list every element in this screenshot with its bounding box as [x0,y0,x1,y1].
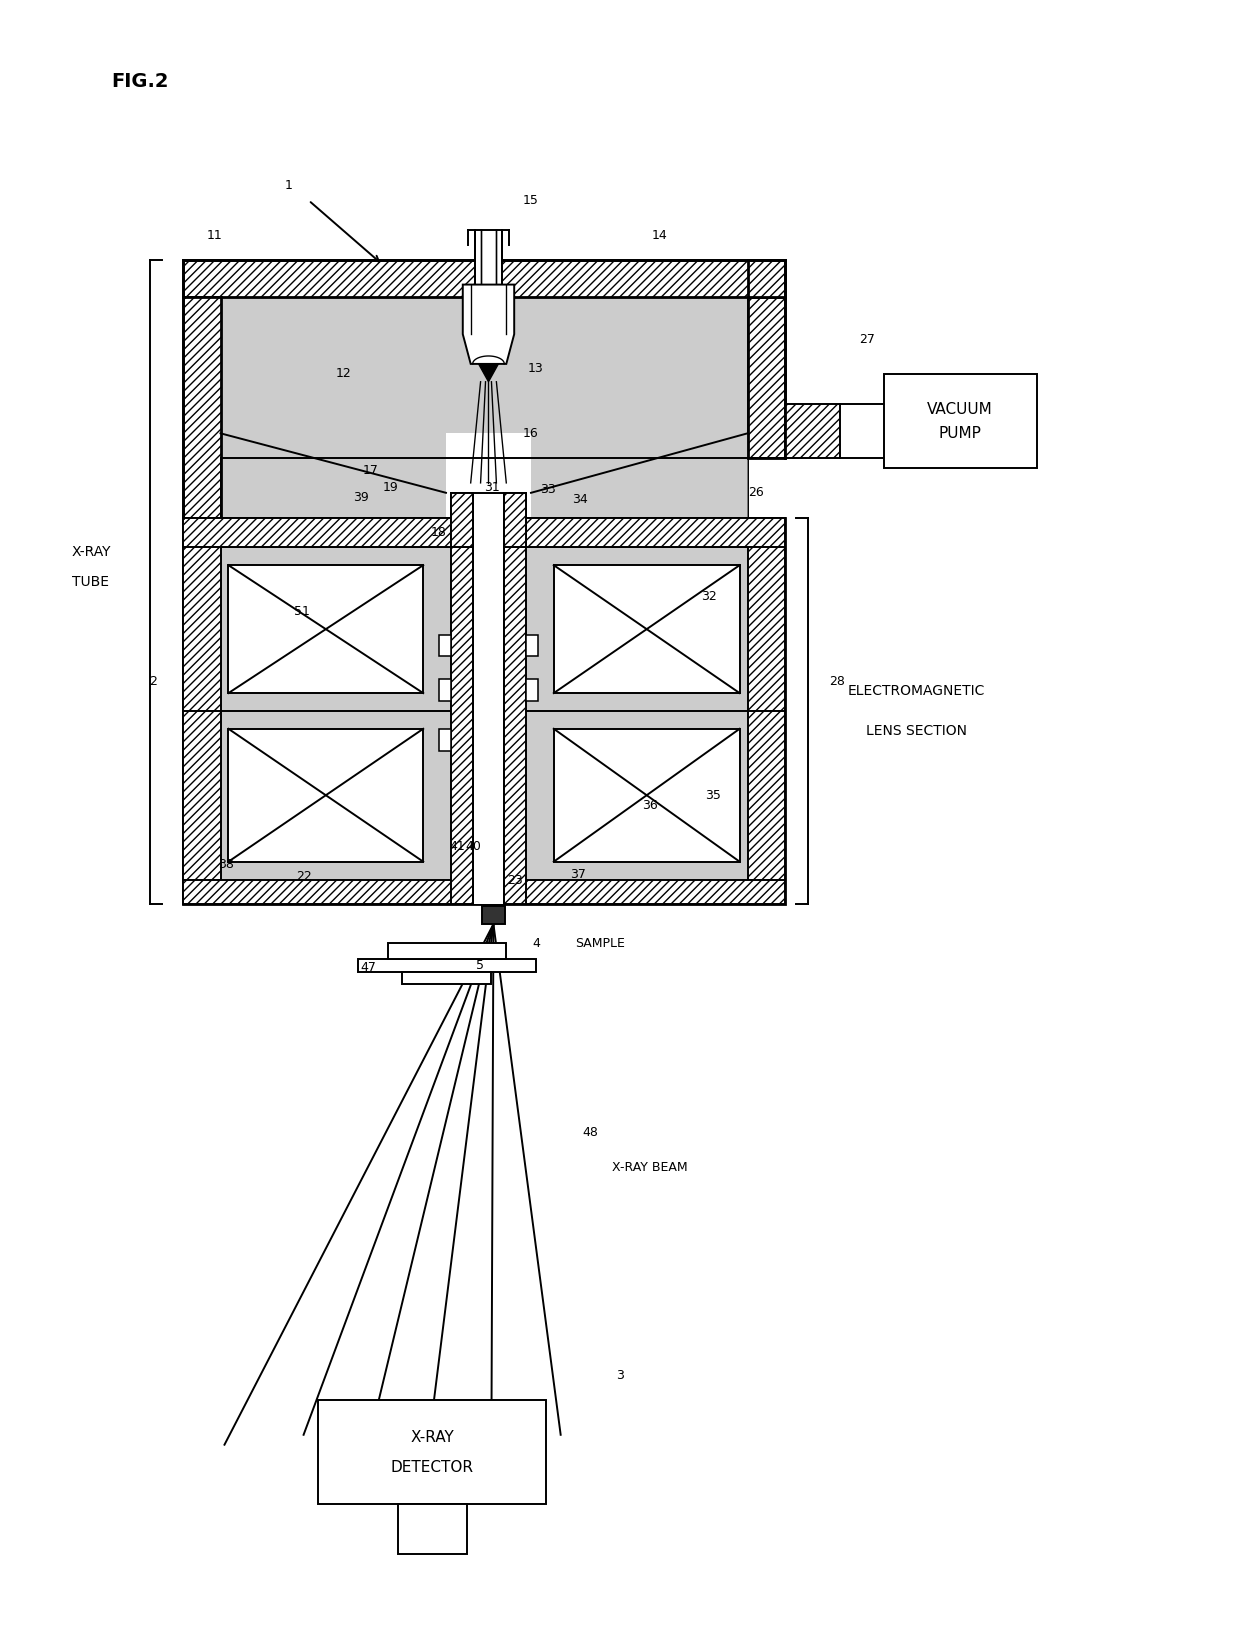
Text: FIG.2: FIG.2 [110,72,169,90]
Bar [481,906,505,924]
Bar [475,230,502,298]
Text: 17: 17 [363,464,378,477]
Polygon shape [463,285,515,364]
Bar [439,679,451,701]
Text: 32: 32 [701,591,717,604]
Bar [184,518,785,548]
Text: 37: 37 [570,869,587,882]
Bar [505,548,526,905]
Text: 33: 33 [539,484,556,497]
Text: 48: 48 [583,1125,598,1138]
Bar [319,1400,546,1504]
Text: 31: 31 [484,482,500,495]
Text: 22: 22 [295,870,311,883]
Bar [184,298,221,518]
Text: 41: 41 [449,841,465,854]
Bar [526,679,538,701]
Text: 28: 28 [830,674,846,688]
Bar [505,494,526,548]
Text: PUMP: PUMP [939,426,982,441]
Text: 39: 39 [353,492,368,505]
Bar [403,972,491,984]
Text: 15: 15 [523,194,539,207]
Polygon shape [531,433,748,518]
Text: TUBE: TUBE [72,576,109,589]
Bar [184,518,785,905]
Bar [439,635,451,656]
Bar [463,285,515,294]
Bar [748,260,785,298]
Bar [228,566,423,693]
Text: 27: 27 [859,332,875,345]
Bar [184,518,785,548]
Text: ELECTROMAGNETIC: ELECTROMAGNETIC [848,684,986,697]
Bar [785,403,839,457]
Bar [884,373,1038,469]
Text: 3: 3 [616,1369,624,1382]
Bar [439,729,451,750]
Bar [184,518,221,905]
Bar [472,518,505,905]
Text: 12: 12 [335,367,351,380]
Text: 34: 34 [573,494,588,507]
Text: 1: 1 [285,179,293,192]
Bar [388,943,506,959]
Bar [221,298,748,518]
Bar [748,298,785,457]
Bar [358,959,536,972]
Text: SAMPLE: SAMPLE [575,938,625,951]
Text: 38: 38 [218,859,234,872]
Bar [472,494,505,548]
Text: 36: 36 [642,799,657,811]
Text: 19: 19 [383,482,398,495]
Text: 40: 40 [466,841,481,854]
Text: VACUUM: VACUUM [928,401,993,418]
Text: 2: 2 [149,674,157,688]
Text: X-RAY BEAM: X-RAY BEAM [611,1161,687,1173]
Bar [554,566,739,693]
Text: X-RAY: X-RAY [410,1430,454,1446]
Text: 4: 4 [532,938,539,951]
Bar [228,729,423,862]
Text: 14: 14 [652,229,667,242]
Text: LENS SECTION: LENS SECTION [866,724,967,737]
Bar [446,433,531,518]
Text: 35: 35 [706,788,720,801]
Bar [554,729,739,862]
Bar [526,635,538,656]
Polygon shape [221,433,446,518]
Text: 51: 51 [294,605,310,619]
Bar [184,880,785,905]
Text: 47: 47 [360,961,376,974]
Text: 13: 13 [528,362,544,375]
Bar [451,494,472,548]
Polygon shape [479,364,498,382]
Text: 5: 5 [476,959,484,972]
Bar [184,260,785,298]
Text: DETECTOR: DETECTOR [391,1461,474,1476]
Text: 11: 11 [207,229,222,242]
Bar [451,548,472,905]
Text: 26: 26 [749,487,764,500]
Text: 18: 18 [432,526,446,540]
Bar [748,518,785,905]
Text: 16: 16 [523,426,539,439]
Text: 23: 23 [507,873,523,887]
Bar [398,1504,466,1555]
Text: X-RAY: X-RAY [71,544,110,559]
